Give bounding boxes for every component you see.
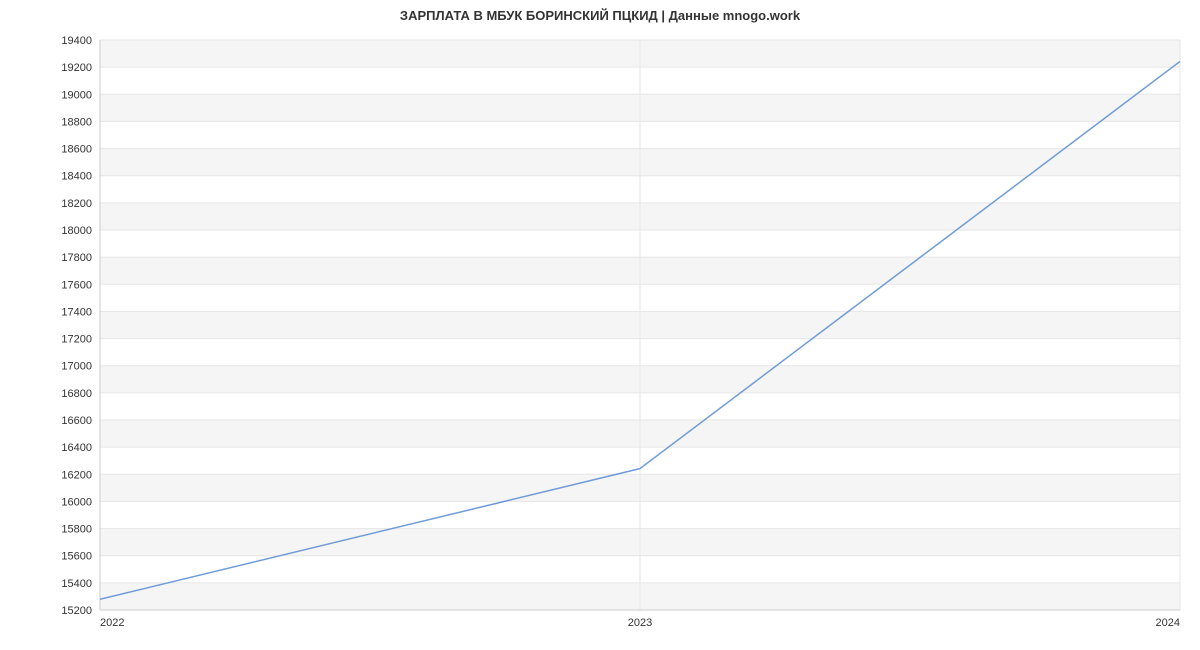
svg-text:16200: 16200 — [61, 469, 92, 481]
svg-text:18400: 18400 — [61, 171, 92, 183]
svg-text:2022: 2022 — [100, 617, 124, 629]
svg-text:2024: 2024 — [1156, 617, 1180, 629]
chart-title: ЗАРПЛАТА В МБУК БОРИНСКИЙ ПЦКИД | Данные… — [0, 8, 1200, 23]
svg-text:16600: 16600 — [61, 415, 92, 427]
svg-text:17000: 17000 — [61, 361, 92, 373]
svg-text:15600: 15600 — [61, 551, 92, 563]
svg-text:16800: 16800 — [61, 388, 92, 400]
svg-text:18800: 18800 — [61, 116, 92, 128]
svg-text:2023: 2023 — [628, 617, 652, 629]
svg-text:16400: 16400 — [61, 442, 92, 454]
svg-text:18600: 18600 — [61, 144, 92, 156]
svg-text:17600: 17600 — [61, 279, 92, 291]
chart-container: ЗАРПЛАТА В МБУК БОРИНСКИЙ ПЦКИД | Данные… — [0, 0, 1200, 650]
svg-text:17400: 17400 — [61, 306, 92, 318]
svg-text:16000: 16000 — [61, 496, 92, 508]
line-chart: 15200 15400 15600 15800 16000 16200 16400 16600… — [0, 0, 1200, 650]
svg-text:19000: 19000 — [61, 89, 92, 101]
svg-text:19200: 19200 — [61, 62, 92, 74]
svg-text:15400: 15400 — [61, 578, 92, 590]
svg-text:15800: 15800 — [61, 524, 92, 536]
svg-text:18200: 18200 — [61, 198, 92, 210]
svg-text:17200: 17200 — [61, 334, 92, 346]
svg-text:17800: 17800 — [61, 252, 92, 264]
svg-text:15200: 15200 — [61, 605, 92, 617]
svg-text:19400: 19400 — [61, 35, 92, 47]
svg-text:18000: 18000 — [61, 225, 92, 237]
